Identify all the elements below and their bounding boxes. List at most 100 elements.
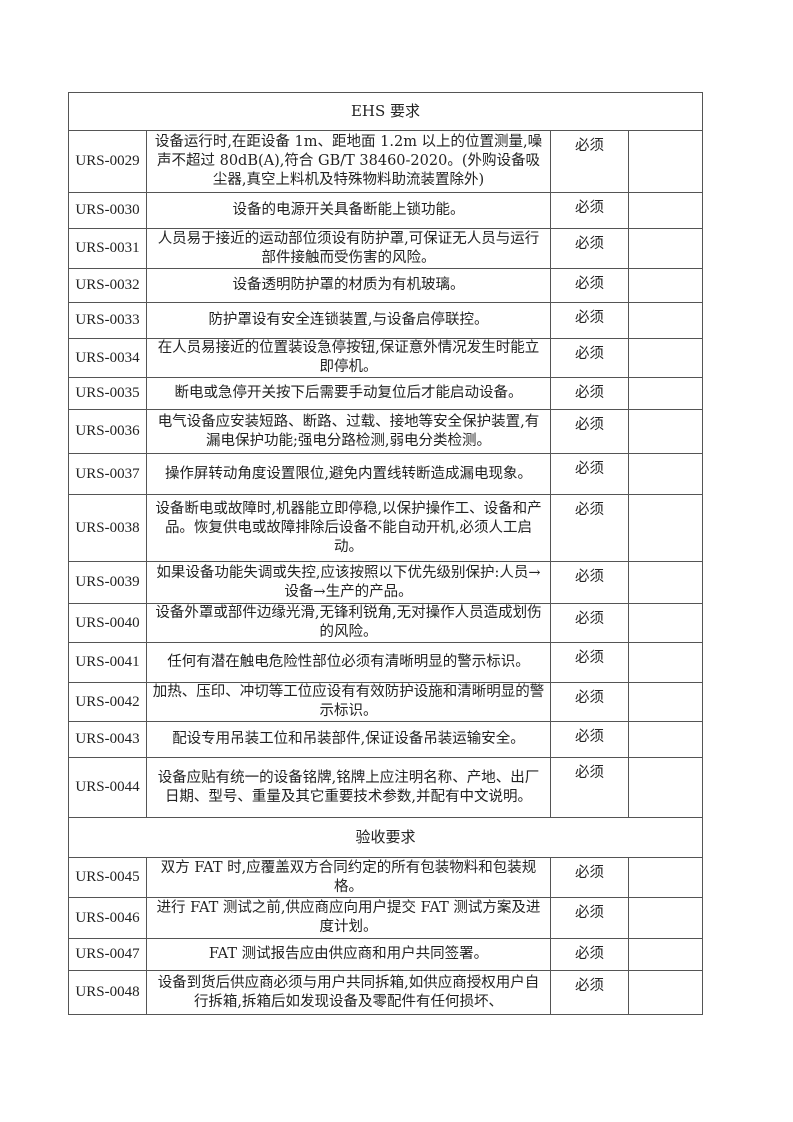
requirement-id: URS-0045 xyxy=(68,857,147,898)
requirement-text: FAT 测试报告应由供应商和用户共同签署。 xyxy=(146,938,551,971)
requirement-row: URS-0038 设备断电或故障时,机器能立即停稳,以保护操作工、设备和产品。恢复… xyxy=(68,494,704,562)
requirement-row: URS-0036 电气设备应安装短路、断路、过载、接地等安全保护装置,有漏电保护功… xyxy=(68,409,704,454)
requirement-level: 必须 xyxy=(550,603,629,643)
requirement-text: 设备断电或故障时,机器能立即停稳,以保护操作工、设备和产品。恢复供电或故障排除后… xyxy=(146,494,551,562)
section-header-row: EHS 要求 xyxy=(67,92,704,131)
requirement-text: 双方 FAT 时,应覆盖双方合同约定的所有包装物料和包装规格。 xyxy=(146,857,551,898)
requirement-id: URS-0029 xyxy=(68,130,147,193)
requirement-row: URS-0029 设备运行时,在距设备 1m、距地面 1.2m 以上的位置测量,噪… xyxy=(68,130,704,193)
requirement-text: 设备外罩或部件边缘光滑,无锋利锐角,无对操作人员造成划伤的风险。 xyxy=(146,603,551,643)
requirement-note xyxy=(627,268,704,303)
requirement-id: URS-0037 xyxy=(68,453,147,495)
requirement-text: 进行 FAT 测试之前,供应商应向用户提交 FAT 测试方案及进度计划。 xyxy=(146,897,551,939)
requirement-level: 必须 xyxy=(550,494,629,562)
requirement-note xyxy=(627,377,704,410)
requirement-note xyxy=(627,603,704,643)
requirement-level: 必须 xyxy=(550,642,629,683)
urs-requirements-table: EHS 要求 URS-0029 设备运行时,在距设备 1m、距地面 1.2m 以上的… xyxy=(67,92,704,1015)
requirement-level: 必须 xyxy=(550,130,629,193)
requirement-id: URS-0042 xyxy=(68,682,147,722)
requirement-level: 必须 xyxy=(550,561,629,604)
requirement-row: URS-0031 人员易于接近的运动部位须设有防护罩,可保证无人员与运行部件接触而… xyxy=(68,228,704,269)
requirement-id: URS-0030 xyxy=(68,192,147,229)
requirement-note xyxy=(627,130,704,193)
requirement-text: 设备运行时,在距设备 1m、距地面 1.2m 以上的位置测量,噪声不超过 80d… xyxy=(146,130,551,193)
requirement-text: 电气设备应安装短路、断路、过载、接地等安全保护装置,有漏电保护功能;强电分路检测… xyxy=(146,409,551,454)
requirement-level: 必须 xyxy=(550,897,629,939)
requirement-note xyxy=(627,453,704,495)
requirement-row: URS-0033 防护罩设有安全连锁装置,与设备启停联控。 必须 xyxy=(68,302,704,339)
requirement-note xyxy=(627,897,704,939)
requirement-level: 必须 xyxy=(550,938,629,971)
requirement-level: 必须 xyxy=(550,721,629,758)
requirement-row: URS-0032 设备透明防护罩的材质为有机玻璃。 必须 xyxy=(68,268,704,303)
requirement-text: 任何有潜在触电危险性部位必须有清晰明显的警示标识。 xyxy=(146,642,551,683)
requirement-id: URS-0043 xyxy=(68,721,147,758)
requirement-level: 必须 xyxy=(550,377,629,410)
requirement-id: URS-0046 xyxy=(68,897,147,939)
requirement-row: URS-0045 双方 FAT 时,应覆盖双方合同约定的所有包装物料和包装规格。必… xyxy=(68,857,704,898)
requirement-id: URS-0034 xyxy=(68,338,147,378)
requirement-level: 必须 xyxy=(550,409,629,454)
requirement-note xyxy=(627,192,704,229)
section-header-row: 验收要求 xyxy=(67,817,704,858)
requirement-id: URS-0038 xyxy=(68,494,147,562)
requirement-row: URS-0043 配设专用吊装工位和吊装部件,保证设备吊装运输安全。 必须 xyxy=(68,721,704,758)
requirement-text: 配设专用吊装工位和吊装部件,保证设备吊装运输安全。 xyxy=(146,721,551,758)
requirement-text: 加热、压印、冲切等工位应设有有效防护设施和清晰明显的警示标识。 xyxy=(146,682,551,722)
requirement-row: URS-0047 FAT 测试报告应由供应商和用户共同签署。 必须 xyxy=(68,938,704,971)
requirement-row: URS-0044 设备应贴有统一的设备铭牌,铭牌上应注明名称、产地、出厂日期、型号… xyxy=(68,757,704,818)
requirement-id: URS-0031 xyxy=(68,228,147,269)
requirement-level: 必须 xyxy=(550,453,629,495)
requirement-level: 必须 xyxy=(550,757,629,818)
requirement-id: URS-0040 xyxy=(68,603,147,643)
requirement-text: 断电或急停开关按下后需要手动复位后才能启动设备。 xyxy=(146,377,551,410)
requirement-id: URS-0035 xyxy=(68,377,147,410)
requirement-level: 必须 xyxy=(550,302,629,339)
requirement-text: 在人员易接近的位置装设急停按钮,保证意外情况发生时能立即停机。 xyxy=(146,338,551,378)
requirement-note xyxy=(627,857,704,898)
requirement-id: URS-0044 xyxy=(68,757,147,818)
requirement-text: 设备透明防护罩的材质为有机玻璃。 xyxy=(146,268,551,303)
requirement-row: URS-0034 在人员易接近的位置装设急停按钮,保证意外情况发生时能立即停机。必… xyxy=(68,338,704,378)
requirement-text: 设备的电源开关具备断能上锁功能。 xyxy=(146,192,551,229)
requirement-id: URS-0032 xyxy=(68,268,147,303)
requirement-level: 必须 xyxy=(550,338,629,378)
requirement-id: URS-0048 xyxy=(68,970,147,1015)
requirement-row: URS-0037 操作屏转动角度设置限位,避免内置线转断造成漏电现象。 必须 xyxy=(68,453,704,495)
requirement-note xyxy=(627,938,704,971)
requirement-row: URS-0046 进行 FAT 测试之前,供应商应向用户提交 FAT 测试方案及进… xyxy=(68,897,704,939)
requirement-level: 必须 xyxy=(550,970,629,1015)
requirement-level: 必须 xyxy=(550,268,629,303)
requirement-text: 防护罩设有安全连锁装置,与设备启停联控。 xyxy=(146,302,551,339)
requirement-note xyxy=(627,682,704,722)
requirement-note xyxy=(627,338,704,378)
requirement-note xyxy=(627,494,704,562)
requirement-row: URS-0042 加热、压印、冲切等工位应设有有效防护设施和清晰明显的警示标识。必… xyxy=(68,682,704,722)
requirement-note xyxy=(627,561,704,604)
requirement-row: URS-0041 任何有潜在触电危险性部位必须有清晰明显的警示标识。 必须 xyxy=(68,642,704,683)
requirement-note xyxy=(627,757,704,818)
requirement-id: URS-0047 xyxy=(68,938,147,971)
requirement-text: 人员易于接近的运动部位须设有防护罩,可保证无人员与运行部件接触而受伤害的风险。 xyxy=(146,228,551,269)
requirement-level: 必须 xyxy=(550,682,629,722)
requirement-text: 如果设备功能失调或失控,应该按照以下优先级别保护:人员→设备→生产的产品。 xyxy=(146,561,551,604)
requirement-text: 设备应贴有统一的设备铭牌,铭牌上应注明名称、产地、出厂日期、型号、重量及其它重要… xyxy=(146,757,551,818)
requirement-note xyxy=(627,228,704,269)
requirement-row: URS-0035 断电或急停开关按下后需要手动复位后才能启动设备。 必须 xyxy=(68,377,704,410)
requirement-level: 必须 xyxy=(550,857,629,898)
requirement-id: URS-0036 xyxy=(68,409,147,454)
requirement-row: URS-0039 如果设备功能失调或失控,应该按照以下优先级别保护:人员→设备→生… xyxy=(68,561,704,604)
requirement-text: 设备到货后供应商必须与用户共同拆箱,如供应商授权用户自行拆箱,拆箱后如发现设备及… xyxy=(146,970,551,1015)
requirement-note xyxy=(627,302,704,339)
requirement-level: 必须 xyxy=(550,192,629,229)
requirement-id: URS-0039 xyxy=(68,561,147,604)
requirement-row: URS-0040 设备外罩或部件边缘光滑,无锋利锐角,无对操作人员造成划伤的风险。… xyxy=(68,603,704,643)
section-title: 验收要求 xyxy=(67,817,704,858)
section-title: EHS 要求 xyxy=(67,92,704,131)
requirement-note xyxy=(627,409,704,454)
requirement-id: URS-0033 xyxy=(68,302,147,339)
requirement-note xyxy=(627,642,704,683)
requirement-note xyxy=(627,721,704,758)
requirement-row: URS-0030 设备的电源开关具备断能上锁功能。 必须 xyxy=(68,192,704,229)
